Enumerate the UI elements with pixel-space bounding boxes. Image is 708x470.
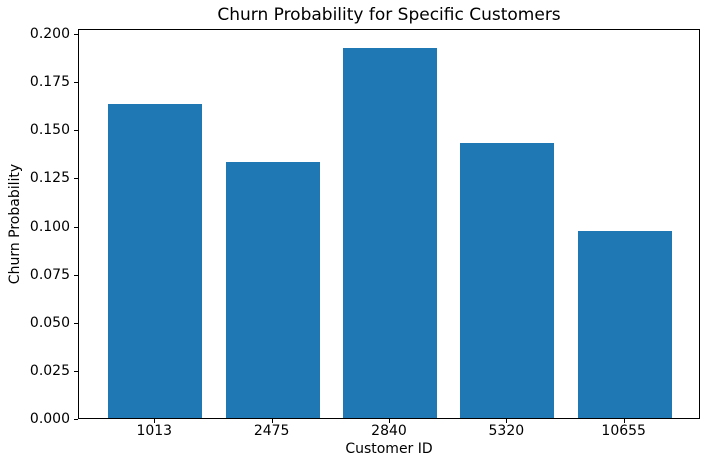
y-tick-mark [74, 370, 78, 372]
chart-title: Churn Probability for Specific Customers [217, 5, 561, 25]
y-tick-label: 0.075 [29, 266, 70, 283]
x-tick-label: 1013 [136, 423, 173, 439]
bar-1013 [108, 104, 203, 418]
y-tick-mark [74, 82, 78, 84]
y-tick-label: 0.025 [29, 362, 70, 379]
y-tick-mark [74, 34, 78, 35]
x-tick-label: 5320 [488, 423, 525, 439]
y-tick-mark [74, 419, 78, 420]
x-tick-mark [506, 419, 508, 423]
x-tick-mark [154, 419, 156, 423]
x-tick-label: 2475 [253, 423, 290, 439]
y-tick-label: 0.000 [29, 411, 70, 427]
y-tick-label: 0.100 [29, 218, 70, 235]
y-tick-label: 0.050 [29, 314, 70, 331]
x-tick-mark [389, 419, 390, 423]
x-tick-label: 10655 [601, 423, 646, 439]
bar-2475 [225, 161, 320, 418]
bar-10655 [577, 231, 672, 418]
y-tick-mark [74, 178, 78, 180]
x-tick-mark [271, 419, 273, 423]
y-tick-mark [74, 130, 78, 132]
x-axis-label: Customer ID [345, 441, 433, 457]
y-tick-label: 0.200 [29, 26, 70, 42]
x-tick-mark [623, 419, 625, 423]
y-tick-mark [74, 274, 78, 276]
plot-area [78, 29, 700, 419]
y-tick-label: 0.150 [29, 122, 70, 139]
x-tick-label: 2840 [371, 423, 407, 439]
y-tick-label: 0.125 [29, 170, 70, 187]
y-tick-mark [74, 322, 78, 324]
bar-2840 [343, 48, 437, 418]
bar-5320 [460, 142, 555, 418]
bars-layer [79, 30, 699, 418]
y-tick-label: 0.175 [29, 74, 70, 91]
y-tick-mark [74, 226, 78, 228]
